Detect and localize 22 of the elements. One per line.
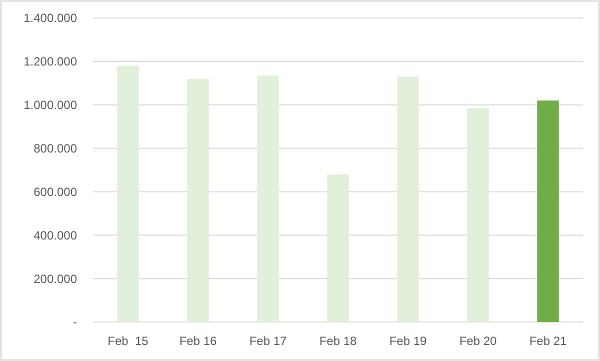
bar: [257, 76, 279, 322]
bar: [537, 100, 559, 322]
y-tick-label: 400.000: [34, 228, 78, 242]
y-tick-label: 600.000: [34, 184, 78, 199]
x-tick-label: Feb 15: [108, 334, 149, 348]
y-tick-label: -: [73, 315, 77, 330]
x-tick-label: Feb 20: [459, 334, 498, 348]
y-tick-label: 200.000: [34, 272, 78, 286]
bar: [117, 66, 139, 322]
x-tick-label: Feb 16: [179, 334, 218, 348]
y-tick-label: 1.000.000: [24, 98, 78, 112]
y-tick-label: 800.000: [34, 141, 78, 156]
x-tick-label: Feb 19: [389, 334, 428, 348]
y-tick-label: 1.400.000: [24, 11, 78, 26]
x-tick-label: Feb 17: [249, 334, 288, 348]
x-tick-label: Feb 18: [319, 334, 358, 348]
bar: [187, 78, 209, 322]
x-tick-label: Feb 21: [529, 334, 568, 348]
bar: [397, 76, 419, 322]
bar: [467, 108, 489, 322]
bar: [327, 174, 349, 322]
y-tick-label: 1.200.000: [24, 54, 78, 69]
